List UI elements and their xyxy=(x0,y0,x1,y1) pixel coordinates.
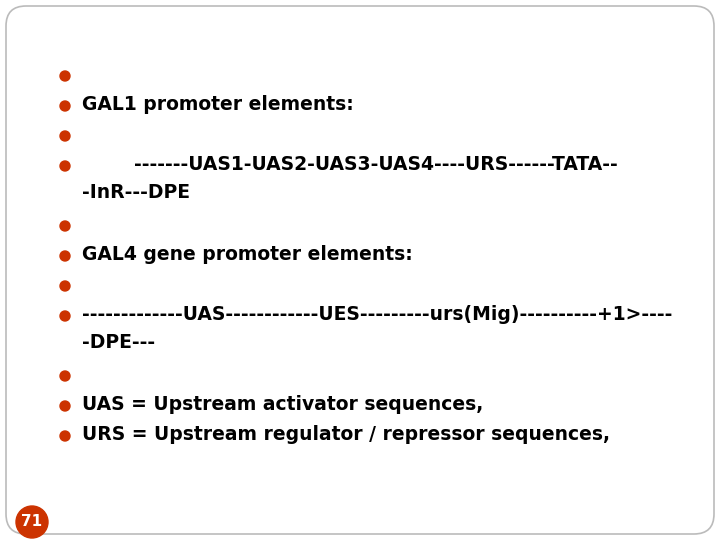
Circle shape xyxy=(60,281,70,291)
FancyBboxPatch shape xyxy=(6,6,714,534)
Circle shape xyxy=(60,251,70,261)
Circle shape xyxy=(60,131,70,141)
Text: URS = Upstream regulator / repressor sequences,: URS = Upstream regulator / repressor seq… xyxy=(82,425,610,444)
Circle shape xyxy=(60,371,70,381)
Circle shape xyxy=(60,101,70,111)
Text: -------UAS1-UAS2-UAS3-UAS4----URS------TATA--: -------UAS1-UAS2-UAS3-UAS4----URS------T… xyxy=(82,155,618,174)
Text: -------------UAS------------UES---------urs(Mig)----------+1>----: -------------UAS------------UES---------… xyxy=(82,305,672,324)
Circle shape xyxy=(60,431,70,441)
Text: -InR---DPE: -InR---DPE xyxy=(82,183,190,202)
Text: UAS = Upstream activator sequences,: UAS = Upstream activator sequences, xyxy=(82,395,483,414)
Text: -DPE---: -DPE--- xyxy=(82,333,155,352)
Text: GAL1 promoter elements:: GAL1 promoter elements: xyxy=(82,95,354,114)
Circle shape xyxy=(60,161,70,171)
Circle shape xyxy=(60,221,70,231)
Text: GAL4 gene promoter elements:: GAL4 gene promoter elements: xyxy=(82,245,413,264)
Circle shape xyxy=(60,401,70,411)
Circle shape xyxy=(60,311,70,321)
Circle shape xyxy=(60,71,70,81)
Circle shape xyxy=(16,506,48,538)
Text: 71: 71 xyxy=(22,515,42,530)
